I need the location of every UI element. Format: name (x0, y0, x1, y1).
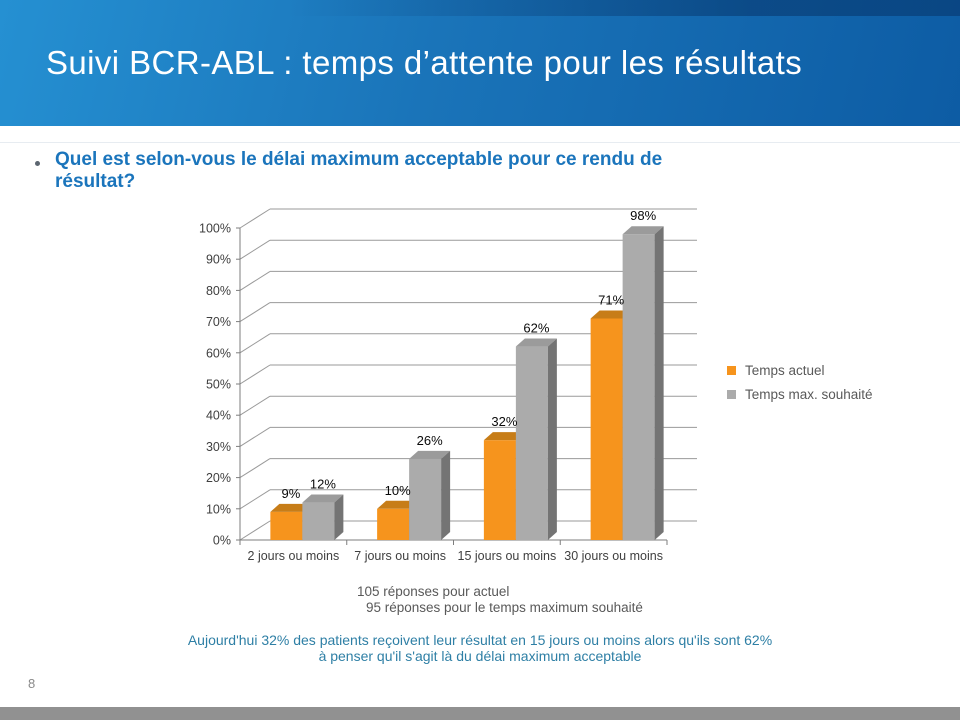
y-tick-label: 50% (206, 378, 231, 392)
y-tick-label: 40% (206, 409, 231, 423)
bar-souhaite-2 (515, 338, 557, 540)
conclusion-text: Aujourd'hui 32% des patients reçoivent l… (0, 632, 960, 664)
value-label: 9% (281, 486, 300, 501)
page-number: 8 (28, 676, 36, 691)
response-counts: 105 réponses pour actuel 95 réponses pou… (357, 584, 643, 615)
bar-souhaite-3 (622, 226, 664, 541)
value-label: 62% (523, 321, 549, 336)
slide-title: Suivi BCR-ABL : temps d’attente pour les… (46, 44, 803, 81)
legend-item-temps-max: Temps max. souhaité (727, 387, 873, 402)
y-tick-label: 100% (199, 222, 231, 236)
question-line-1: Quel est selon-vous le délai maximum acc… (55, 149, 663, 170)
bar-souhaite-1 (409, 450, 451, 540)
value-label: 26% (417, 433, 443, 448)
legend-label: Temps max. souhaité (745, 387, 873, 402)
bullet-icon (35, 161, 40, 166)
bars (270, 226, 664, 541)
question-text: Quel est selon-vous le délai maximum acc… (55, 149, 885, 193)
x-category-label: 15 jours ou moins (458, 549, 557, 563)
question-line-2: résultat? (55, 171, 136, 192)
labels: 0% 10% 20% 30% 40% 50% 60% 70% 80% 90% 100% 9% 12% 2 … (199, 208, 663, 563)
header-band (0, 0, 960, 126)
chart-legend: Temps actuel Temps max. souhaité (727, 363, 873, 402)
value-label: 32% (491, 414, 517, 429)
y-tick-label: 80% (206, 284, 231, 298)
y-tick-label: 60% (206, 346, 231, 360)
y-tick-label: 90% (206, 253, 231, 267)
conclusion-line-1: Aujourd'hui 32% des patients reçoivent l… (187, 632, 773, 648)
y-tick-label: 20% (206, 471, 231, 485)
value-label: 71% (598, 292, 624, 307)
y-tick-label: 30% (206, 440, 231, 454)
responses-actuel: 105 réponses pour actuel (357, 584, 510, 599)
bottom-bar (0, 707, 960, 720)
responses-souhaite: 95 réponses pour le temps maximum souhai… (366, 599, 643, 615)
x-category-label: 7 jours ou moins (354, 549, 446, 563)
conclusion-line-2: à penser qu'il s'agit là du délai maximu… (318, 647, 642, 664)
y-tick-label: 10% (206, 502, 231, 516)
legend-item-temps-actuel: Temps actuel (727, 363, 873, 378)
value-label: 10% (385, 483, 411, 498)
x-category-label: 30 jours ou moins (564, 549, 663, 563)
bar-souhaite-0 (302, 494, 344, 540)
value-label: 98% (630, 208, 656, 223)
legend-label: Temps actuel (745, 363, 825, 378)
x-category-label: 2 jours ou moins (248, 549, 340, 563)
legend-swatch-gray-icon (727, 390, 736, 399)
legend-swatch-orange-icon (727, 366, 736, 375)
header-divider (0, 142, 960, 143)
y-tick-label: 70% (206, 315, 231, 329)
y-tick-label: 0% (213, 534, 231, 548)
value-label: 12% (310, 477, 336, 492)
